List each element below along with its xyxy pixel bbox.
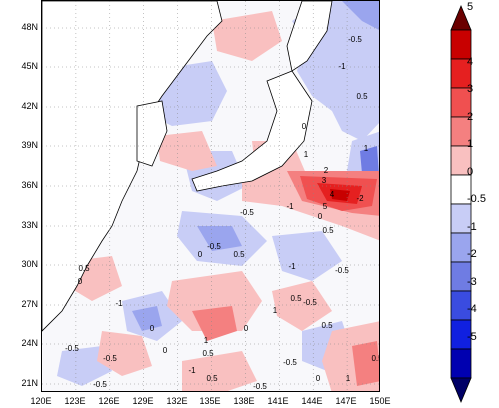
contour-label: 0 xyxy=(244,324,249,333)
contour-label: -0.5 xyxy=(253,382,267,391)
contour-label: -0.5 xyxy=(283,358,297,367)
lat-label: 42N xyxy=(21,101,38,111)
contour-label: -0.5 xyxy=(103,354,117,363)
lat-label: 48N xyxy=(21,22,38,32)
colorbar-label: -1 xyxy=(467,221,477,233)
contour-label: -1 xyxy=(188,366,196,375)
contour-label: -0.5 xyxy=(65,344,79,353)
contour-label: 0 xyxy=(163,346,168,355)
colorbar-label: -0.5 xyxy=(467,193,486,205)
contour-label: 0.5 xyxy=(233,250,245,259)
lon-label: 123E xyxy=(64,396,86,406)
lon-label: 141E xyxy=(267,396,289,406)
colorbar-label: 2 xyxy=(467,111,474,123)
contour-label: -0.5 xyxy=(303,298,317,307)
lat-label: 33N xyxy=(21,220,38,230)
contour-label: 0.5 xyxy=(290,294,302,303)
contour-label: 0.5 xyxy=(202,349,214,358)
contour-label: 0.5 xyxy=(206,374,218,383)
colorbar-label: 4 xyxy=(467,56,474,68)
contour-label: 3 xyxy=(322,176,327,185)
lat-label: 27N xyxy=(21,299,38,309)
lat-label: 21N xyxy=(21,378,38,388)
colorbar-label: 0 xyxy=(467,166,474,178)
colorbar-label: -5 xyxy=(467,331,477,343)
lon-label: 144E xyxy=(301,396,323,406)
contour-label: 1 xyxy=(304,150,309,159)
contour-label: 0.5 xyxy=(322,226,334,235)
lat-label: 24N xyxy=(21,338,38,348)
colorbar xyxy=(450,4,472,404)
lon-label: 147E xyxy=(335,396,357,406)
grid-lines xyxy=(42,1,379,391)
contour-label: -0.5 xyxy=(207,242,221,251)
colorbar-label: -3 xyxy=(467,276,477,288)
lon-label: 120E xyxy=(30,396,52,406)
colorbar-label: 1 xyxy=(467,138,474,150)
lon-label: 132E xyxy=(166,396,188,406)
contour-label: 0.5 xyxy=(321,321,333,330)
contour-label: 0 xyxy=(78,277,83,286)
colorbar-label: -2 xyxy=(467,248,477,260)
contour-label: 2 xyxy=(324,166,329,175)
map-panel: -0.5 -1 0.5 0 1 2 3 4 5 -2 -1 0.5 0 -0.5 1 -0.5 0.5 0 -1 -0… xyxy=(41,0,380,392)
contour-label: 1 xyxy=(346,374,351,383)
contour-label: 5 xyxy=(323,202,328,211)
lat-label: 45N xyxy=(21,61,38,71)
contour-label: 0 xyxy=(150,324,155,333)
lon-label: 150E xyxy=(369,396,391,406)
contour-label: 0.5 xyxy=(78,264,90,273)
contour-label: 0.5 xyxy=(356,92,368,101)
contour-label: 0 xyxy=(302,122,307,131)
contour-label: 0 xyxy=(318,212,323,221)
colorbar-label: -4 xyxy=(467,303,477,315)
contour-label: 0 xyxy=(198,250,203,259)
lat-label: 39N xyxy=(21,140,38,150)
contour-label: 4 xyxy=(330,190,335,199)
contour-label: -0.5 xyxy=(93,380,107,389)
colorbar-bottom-arrow xyxy=(450,377,472,404)
lat-label: 30N xyxy=(21,259,38,269)
lat-label: 36N xyxy=(21,180,38,190)
lon-label: 138E xyxy=(233,396,255,406)
contour-label: -2 xyxy=(356,194,364,203)
contour-label: 0 xyxy=(316,374,321,383)
colorbar-label: 5 xyxy=(467,1,474,13)
colorbar-swatch xyxy=(450,348,472,379)
contour-label: -0.5 xyxy=(240,208,254,217)
contour-label: -1 xyxy=(286,202,294,211)
lon-label: 126E xyxy=(98,396,120,406)
contour-label: -1 xyxy=(115,299,123,308)
contour-label: 0.5 xyxy=(371,354,380,363)
contour-label: 1 xyxy=(204,336,209,345)
colorbar-label: 3 xyxy=(467,83,474,95)
contour-label: 1 xyxy=(273,306,278,315)
landmass xyxy=(42,1,333,332)
contour-label: -0.5 xyxy=(348,35,362,44)
contour-label: -1 xyxy=(288,262,296,271)
lon-label: 129E xyxy=(132,396,154,406)
lon-label: 135E xyxy=(199,396,221,406)
colorbar-swatch xyxy=(450,29,472,60)
contour-label: 1 xyxy=(364,144,369,153)
contour-label: -0.5 xyxy=(335,266,349,275)
contour-label: -1 xyxy=(338,62,346,71)
